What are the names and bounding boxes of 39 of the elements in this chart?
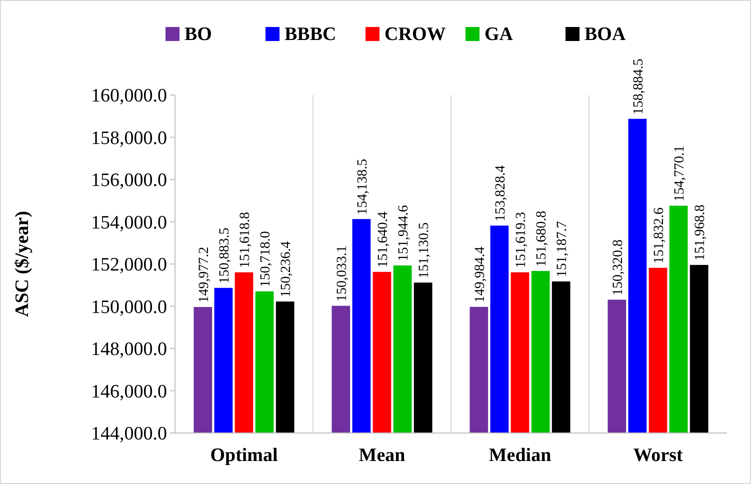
x-tick-label: Mean [358,445,406,466]
y-axis-title: ASC ($/year) [12,210,33,318]
data-label: 149,977.2 [196,246,212,303]
y-tick-label: 146,000.0 [91,381,167,402]
data-label: 151,619.3 [514,212,529,268]
legend-label: BOA [584,24,626,45]
data-label: 150,236.4 [279,241,294,298]
y-tick-label: 148,000.0 [91,339,167,360]
data-label: 151,832.6 [652,208,667,264]
legend-label: BO [184,24,212,45]
y-tick-label: 144,000.0 [91,424,167,445]
data-label: 158,884.5 [631,58,646,115]
y-tick-label: 150,000.0 [91,296,167,318]
data-label: 150,320.8 [610,239,626,296]
data-label: 151,680.8 [534,210,550,267]
data-label: 151,618.8 [238,212,253,268]
data-label: 151,944.6 [396,205,412,262]
data-label: 150,718.0 [258,231,274,288]
legend-label: BBBC [284,24,336,45]
x-tick-label: Worst [633,445,684,466]
y-tick-label: 156,000.0 [91,170,167,192]
data-label: 153,828.4 [493,165,508,222]
data-label: 154,138.5 [355,158,370,215]
legend-label: CROW [384,24,446,45]
y-tick-label: 160,000.0 [91,86,167,107]
x-tick-label: Optimal [210,445,278,466]
data-label: 151,968.8 [693,204,708,261]
y-tick-label: 154,000.0 [91,212,167,234]
data-label: 151,187.7 [555,221,570,278]
data-label: 151,640.4 [376,212,391,268]
data-label: 149,984.4 [472,246,488,303]
x-tick-label: Median [488,445,552,466]
legend-label: GA [484,24,514,45]
data-label: 150,883.5 [217,228,232,284]
data-label: 151,130.5 [417,222,432,278]
y-tick-label: 152,000.0 [91,254,167,276]
y-tick-label: 158,000.0 [91,128,167,149]
data-label: 150,033.1 [334,246,350,302]
data-label: 154,770.1 [672,145,688,202]
